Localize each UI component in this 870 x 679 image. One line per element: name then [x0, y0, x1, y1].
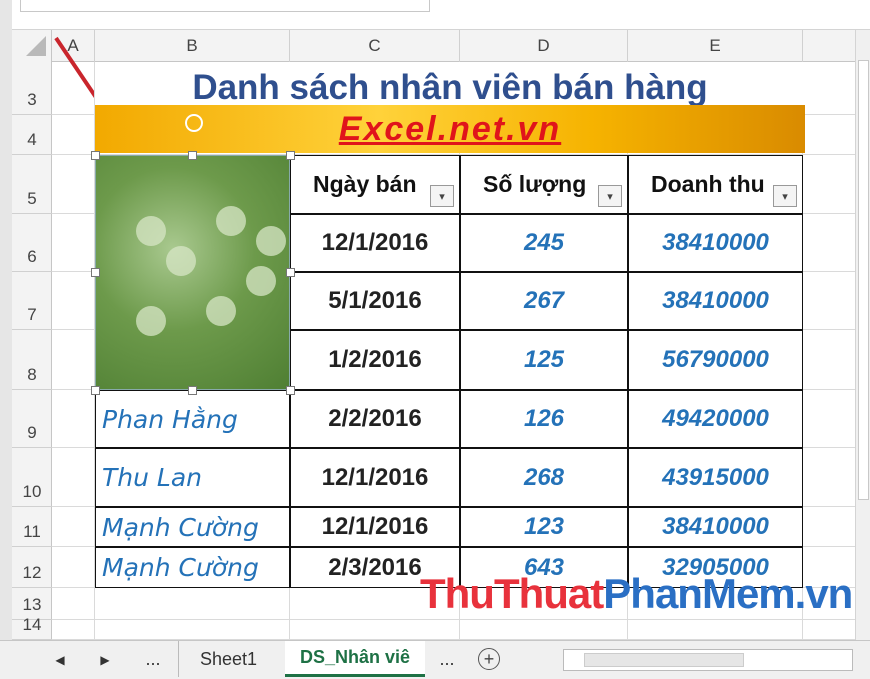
flower	[256, 226, 286, 256]
sheet-tab[interactable]: ...	[432, 641, 462, 677]
flower	[136, 216, 166, 246]
tab-nav[interactable]: ◀	[50, 648, 70, 672]
date-cell: 5/1/2016	[290, 272, 460, 330]
watermark-part: ThuThuat	[420, 570, 603, 617]
revenue-cell: 38410000	[628, 214, 803, 272]
row-header: 11	[12, 507, 52, 547]
revenue-cell: 56790000	[628, 330, 803, 390]
column-header: C	[290, 30, 460, 62]
flower	[216, 206, 246, 236]
row-header: 4	[12, 115, 52, 155]
row-header: 10	[12, 448, 52, 507]
column-header	[803, 30, 855, 62]
resize-handle	[91, 268, 100, 277]
resize-handle	[286, 268, 295, 277]
revenue-cell: 38410000	[628, 272, 803, 330]
resize-handle	[188, 386, 197, 395]
row-header: 6	[12, 214, 52, 272]
column-header: B	[95, 30, 290, 62]
row-header: 9	[12, 390, 52, 448]
date-cell: 12/1/2016	[290, 214, 460, 272]
resize-handle	[286, 151, 295, 160]
quantity-cell: 123	[460, 507, 628, 547]
quantity-cell: 126	[460, 390, 628, 448]
flower	[166, 246, 196, 276]
filter-dropdown[interactable]: ▾	[598, 185, 622, 207]
flower	[246, 266, 276, 296]
date-cell: 12/1/2016	[290, 507, 460, 547]
quantity-cell: 125	[460, 330, 628, 390]
row-header: 14	[12, 620, 52, 640]
sheet-tab[interactable]: DS_Nhân viê	[285, 641, 425, 677]
banner: Excel.net.vn	[95, 105, 805, 153]
revenue-cell: 49420000	[628, 390, 803, 448]
vertical-scrollbar[interactable]	[855, 30, 870, 640]
picture	[95, 155, 290, 390]
watermark: ThuThuatPhanMem.vn	[420, 570, 852, 620]
quantity-cell: 267	[460, 272, 628, 330]
row-header: 12	[12, 547, 52, 588]
flower	[206, 296, 236, 326]
column-header: A	[52, 30, 95, 62]
scroll-thumb	[584, 653, 744, 667]
quantity-cell: 245	[460, 214, 628, 272]
name-cell: Mạnh Cường	[95, 547, 290, 588]
date-cell: 12/1/2016	[290, 448, 460, 507]
quantity-cell: 268	[460, 448, 628, 507]
resize-handle	[286, 386, 295, 395]
add-sheet[interactable]: +	[478, 648, 500, 670]
resize-handle	[91, 386, 100, 395]
resize-handle	[188, 151, 197, 160]
revenue-cell: 43915000	[628, 448, 803, 507]
flower	[136, 306, 166, 336]
horizontal-scrollbar[interactable]	[563, 649, 853, 671]
sheet-tab[interactable]: ...	[138, 641, 168, 677]
resize-handle	[91, 151, 100, 160]
column-header: D	[460, 30, 628, 62]
row-header: 8	[12, 330, 52, 390]
name-cell: Thu Lan	[95, 448, 290, 507]
filter-dropdown[interactable]: ▾	[430, 185, 454, 207]
filter-dropdown[interactable]: ▾	[773, 185, 797, 207]
sheet-tab[interactable]: Sheet1	[178, 641, 278, 677]
name-cell: Phan Hằng	[95, 390, 290, 448]
tab-nav[interactable]: ▶	[95, 648, 115, 672]
watermark-part: PhanMem.vn	[603, 570, 852, 617]
row-header: 5	[12, 155, 52, 214]
revenue-cell: 38410000	[628, 507, 803, 547]
date-cell: 2/2/2016	[290, 390, 460, 448]
row-header: 7	[12, 272, 52, 330]
column-header: E	[628, 30, 803, 62]
rotate-handle	[185, 114, 203, 132]
date-cell: 1/2/2016	[290, 330, 460, 390]
name-cell: Mạnh Cường	[95, 507, 290, 547]
excel-window: ABCDE34567891011121314Danh sách nhân viê…	[0, 0, 870, 679]
grid-line	[52, 639, 855, 640]
row-header: 3	[12, 62, 52, 115]
